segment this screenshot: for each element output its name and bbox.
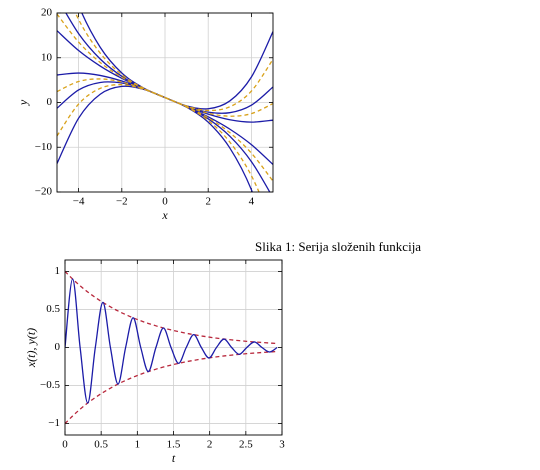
- y-tick-label: 0: [47, 96, 53, 108]
- curve: [65, 278, 278, 404]
- curve: [65, 350, 278, 425]
- x-axis-label: x: [161, 208, 168, 222]
- x-tick-label: 0: [62, 439, 68, 451]
- y-tick-label: −0.5: [40, 379, 60, 391]
- x-tick-label: 1: [135, 439, 141, 451]
- curve: [57, 78, 273, 117]
- x-axis-label: t: [172, 451, 176, 465]
- plot-frame: [56, 12, 274, 193]
- curve: [65, 270, 278, 345]
- x-tick-label: 2.5: [239, 439, 253, 451]
- x-tick-label: 0.5: [94, 439, 108, 451]
- y-tick-label: 20: [41, 7, 53, 19]
- y-tick-label: 0.5: [46, 303, 60, 315]
- y-tick-label: −10: [35, 141, 53, 153]
- x-tick-label: −2: [116, 196, 128, 208]
- x-tick-label: 0: [162, 196, 168, 208]
- plot-frame: [64, 259, 283, 436]
- y-tick-label: 10: [41, 51, 53, 63]
- y-tick-label: −1: [48, 417, 60, 429]
- curve: [57, 13, 273, 182]
- x-tick-label: 1.5: [167, 439, 181, 451]
- x-tick-label: 4: [249, 196, 255, 208]
- plot: 0 0.5 1 1.5 2 2.5 3 −1 −0.5 0 0.5 1 t x(t), y(t): [24, 259, 285, 465]
- y-axis-label: x(t), y(t): [24, 328, 38, 368]
- y-tick-label: 1: [55, 265, 61, 277]
- y-tick-label: −20: [35, 186, 53, 198]
- x-tick-label: 2: [205, 196, 211, 208]
- x-tick-label: 3: [279, 439, 285, 451]
- y-tick-label: 0: [55, 341, 61, 353]
- x-tick-label: −4: [73, 196, 85, 208]
- x-tick-label: 2: [207, 439, 213, 451]
- figure-caption: Slika 1: Serija složenih funkcija: [255, 239, 421, 254]
- curve: [57, 58, 273, 137]
- y-axis-label: y: [16, 99, 30, 106]
